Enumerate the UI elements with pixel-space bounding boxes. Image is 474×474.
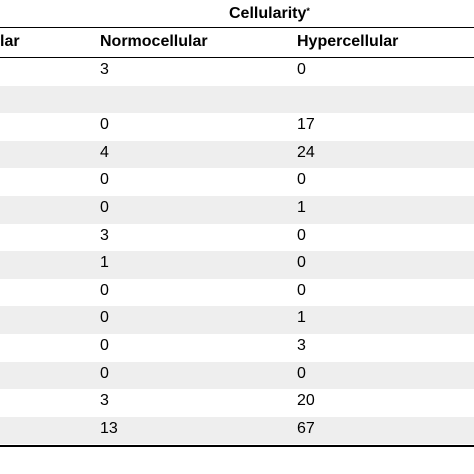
- normocellular-cell: 0: [100, 171, 109, 189]
- hypercellular-cell: 0: [297, 281, 306, 299]
- table-group-header: Cellularity*: [0, 2, 474, 26]
- normocellular-cell: 0: [100, 116, 109, 134]
- normocellular-cell: 3: [100, 61, 109, 78]
- column-header-normocellular: Normocellular: [100, 33, 208, 50]
- normocellular-cell: 0: [100, 281, 109, 299]
- normocellular-cell: 4: [100, 143, 109, 161]
- table-body: 3 0 0 17 4 24 0 0 0 1 3 0 1 0 0 0 0 1 0 3 0 0 3 20 13 67: [0, 58, 474, 445]
- normocellular-cell: 0: [100, 336, 109, 354]
- normocellular-cell: 1: [100, 254, 109, 272]
- hypercellular-cell: 0: [297, 364, 306, 382]
- hypercellular-cell: 67: [297, 419, 315, 437]
- column-header-truncated: lar: [0, 33, 20, 50]
- hypercellular-cell: 0: [297, 226, 306, 244]
- table-row: 13 67: [0, 416, 474, 445]
- column-header-hypercellular: Hypercellular: [297, 33, 399, 50]
- table-row: 0 17: [0, 113, 474, 141]
- cellularity-heading: Cellularity*: [229, 2, 310, 26]
- table-row: 4 24: [0, 140, 474, 169]
- normocellular-cell: 0: [100, 198, 109, 216]
- hypercellular-cell: 0: [297, 254, 306, 272]
- hypercellular-cell: 0: [297, 61, 306, 78]
- hypercellular-cell: 24: [297, 143, 315, 161]
- normocellular-cell: 13: [100, 419, 118, 437]
- table-row: [0, 85, 474, 114]
- footnote-marker: *: [306, 6, 310, 16]
- top-rule: [0, 27, 474, 28]
- normocellular-cell: 3: [100, 392, 109, 410]
- cellularity-label: Cellularity: [229, 5, 307, 22]
- table-row: 3 20: [0, 389, 474, 417]
- normocellular-cell: 0: [100, 364, 109, 382]
- hypercellular-cell: 20: [297, 392, 315, 410]
- hypercellular-cell: 1: [297, 309, 306, 327]
- normocellular-cell: 0: [100, 309, 109, 327]
- hypercellular-cell: 0: [297, 171, 306, 189]
- hypercellular-cell: 17: [297, 116, 315, 134]
- bottom-rule: [0, 445, 474, 447]
- normocellular-cell: 3: [100, 226, 109, 244]
- hypercellular-cell: 3: [297, 336, 306, 354]
- hypercellular-cell: 1: [297, 198, 306, 216]
- header-rule: [0, 57, 474, 58]
